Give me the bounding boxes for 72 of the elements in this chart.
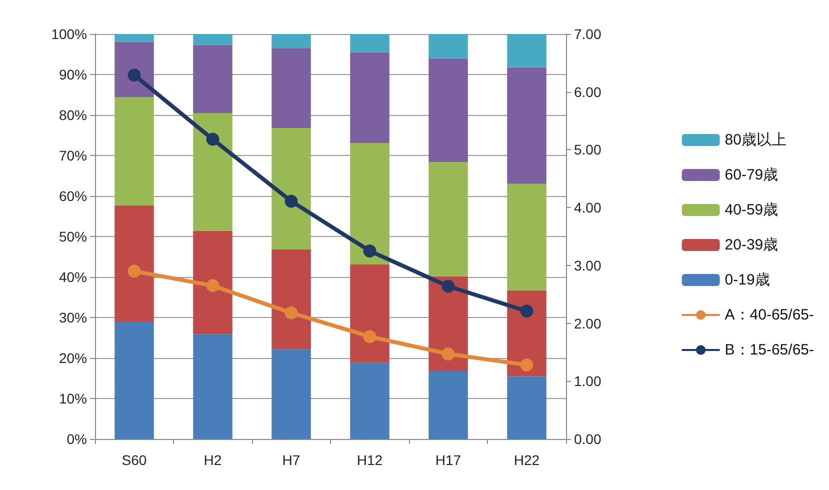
bar — [428, 34, 468, 58]
bar — [507, 376, 546, 439]
point — [442, 347, 455, 360]
point — [206, 132, 220, 146]
y2-tick-label: 0.00 — [574, 431, 602, 447]
bar — [350, 142, 390, 264]
legend-label: A：40-65/65- — [724, 306, 814, 324]
point — [363, 330, 376, 344]
bar — [272, 249, 311, 350]
point — [363, 244, 376, 258]
y2-tick-label: 2.00 — [574, 315, 602, 332]
bar — [193, 112, 232, 231]
y-tick-label: 10% — [58, 390, 87, 406]
point — [442, 280, 455, 293]
legend-label: 80歳以上 — [724, 132, 786, 148]
bar — [428, 162, 468, 276]
bar — [428, 370, 468, 439]
point — [520, 304, 534, 318]
legend-label: 40-59歳 — [724, 202, 778, 218]
y-tick-label: 40% — [58, 269, 87, 285]
bar — [114, 97, 154, 206]
bar — [114, 322, 154, 439]
bar — [272, 349, 311, 439]
y-tick-label: 90% — [58, 66, 87, 82]
bar — [272, 128, 311, 250]
bar — [507, 67, 546, 184]
y2-tick-label: 6.00 — [574, 84, 602, 100]
x-tick-label: H2 — [204, 452, 222, 468]
bar — [114, 42, 154, 98]
y-tick-label: 20% — [58, 350, 87, 366]
y-tick-label: 30% — [58, 310, 87, 326]
bar — [428, 58, 468, 162]
point — [128, 264, 141, 278]
y-tick-label: 60% — [58, 188, 87, 204]
bar — [272, 48, 311, 128]
x-tick-label: S60 — [122, 452, 147, 468]
y-tick-label: 80% — [58, 107, 87, 123]
point — [520, 358, 534, 372]
y2-tick-label: 1.00 — [574, 373, 602, 390]
bar — [114, 34, 154, 42]
y-tick-label: 70% — [58, 148, 87, 164]
x-tick-label: H12 — [356, 452, 383, 468]
point — [128, 68, 141, 82]
y2-tick-label: 4.00 — [574, 200, 602, 216]
bar — [193, 334, 232, 439]
legend-label: 20-39歳 — [724, 236, 778, 254]
y-tick-label: 100% — [51, 26, 87, 42]
x-tick-label: H22 — [514, 452, 540, 468]
x-tick-label: H17 — [435, 452, 462, 468]
bar — [193, 34, 232, 45]
y-tick-label: 0% — [66, 431, 87, 447]
bar — [507, 184, 546, 290]
bar — [114, 205, 154, 322]
x-tick-label: H7 — [282, 452, 300, 468]
legend-label: B：15-65/65- — [724, 342, 814, 358]
bar — [350, 34, 390, 52]
bar — [350, 264, 390, 363]
legend-label: 60-79歳 — [724, 166, 778, 184]
point — [284, 194, 298, 208]
y2-tick-label: 5.00 — [574, 142, 602, 158]
y-tick-label: 50% — [58, 228, 87, 244]
y2-tick-label: 3.00 — [574, 257, 602, 274]
bar — [350, 362, 390, 439]
bar — [272, 34, 311, 48]
point — [206, 279, 220, 292]
bar — [507, 34, 546, 68]
y2-tick-label: 7.00 — [574, 26, 602, 42]
point — [284, 306, 298, 320]
bar — [193, 230, 232, 334]
legend-label: 0-19歳 — [724, 272, 770, 288]
bar — [193, 44, 232, 113]
bar — [350, 52, 390, 143]
